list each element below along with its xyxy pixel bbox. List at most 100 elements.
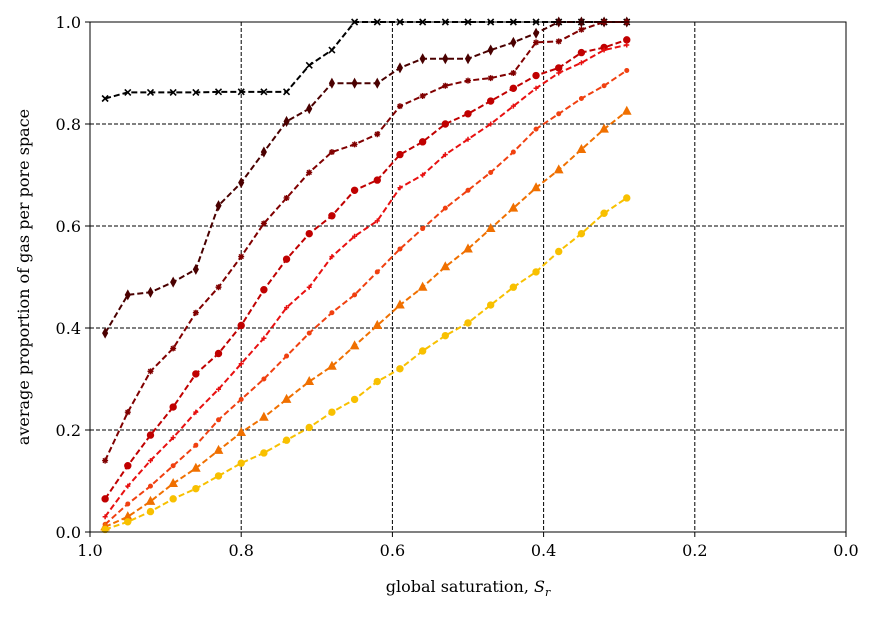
marker — [533, 126, 539, 132]
marker — [282, 436, 291, 444]
marker — [532, 268, 540, 276]
marker — [192, 370, 200, 378]
marker — [464, 110, 472, 118]
series-line — [104, 21, 627, 334]
y-axis-label: average proportion of gas per pore space — [14, 109, 33, 445]
marker — [555, 64, 563, 72]
marker — [237, 459, 245, 467]
marker — [488, 121, 494, 127]
marker — [284, 305, 290, 311]
series-line — [104, 110, 628, 528]
marker — [533, 39, 540, 46]
marker — [238, 177, 245, 189]
marker — [215, 284, 222, 291]
marker — [349, 340, 360, 350]
marker — [169, 403, 177, 411]
x-tick-label: 0.4 — [531, 541, 556, 560]
marker — [170, 435, 176, 441]
marker — [419, 92, 426, 99]
marker — [147, 368, 154, 375]
marker — [486, 97, 495, 105]
marker — [305, 61, 313, 69]
marker — [350, 395, 359, 404]
x-axis-label: global saturation, Sr — [386, 577, 551, 599]
marker — [463, 243, 473, 253]
series-line — [104, 21, 627, 462]
marker — [102, 514, 108, 520]
marker — [553, 164, 564, 174]
marker — [125, 501, 131, 507]
marker — [464, 319, 472, 327]
marker — [487, 75, 494, 82]
marker — [509, 84, 518, 93]
marker — [306, 103, 313, 115]
marker — [487, 44, 494, 56]
marker — [441, 331, 450, 340]
marker — [555, 247, 563, 256]
series-line — [104, 21, 627, 100]
x-label-subscript: r — [545, 586, 551, 599]
marker — [147, 286, 154, 298]
marker — [238, 361, 244, 367]
marker — [374, 269, 380, 275]
marker — [373, 377, 381, 386]
marker — [578, 60, 584, 66]
marker — [419, 53, 426, 65]
marker — [576, 143, 587, 153]
marker — [305, 423, 313, 432]
marker — [124, 88, 132, 96]
marker — [170, 463, 176, 469]
marker — [510, 36, 517, 48]
marker — [465, 77, 471, 84]
marker — [578, 96, 584, 101]
marker — [396, 62, 404, 74]
y-tick-label: 0.0 — [56, 523, 81, 542]
marker — [532, 71, 540, 80]
marker — [214, 472, 223, 480]
marker — [372, 319, 383, 329]
marker — [532, 27, 540, 39]
marker — [351, 77, 358, 89]
marker — [488, 169, 494, 175]
marker — [305, 229, 313, 238]
x-tick-label: 0.6 — [380, 541, 405, 560]
marker — [214, 349, 223, 358]
marker — [192, 484, 200, 493]
y-tick-label: 0.4 — [56, 319, 81, 338]
marker — [329, 310, 335, 316]
marker — [192, 263, 199, 275]
marker — [124, 518, 132, 526]
marker — [282, 88, 291, 96]
marker — [599, 123, 609, 133]
marker — [261, 376, 267, 382]
marker — [306, 330, 312, 336]
marker — [238, 253, 245, 260]
marker — [442, 205, 448, 211]
x-label-text: global saturation, — [386, 577, 534, 596]
marker — [125, 483, 131, 489]
marker — [306, 169, 313, 176]
marker — [260, 449, 268, 457]
marker — [441, 120, 450, 128]
marker — [396, 365, 404, 373]
marker — [216, 386, 222, 392]
marker — [213, 444, 224, 454]
marker — [193, 409, 199, 415]
x-tick-label: 0.0 — [833, 541, 858, 560]
y-tick-label: 0.2 — [56, 421, 81, 440]
marker — [465, 187, 471, 193]
marker — [146, 431, 155, 439]
marker — [147, 458, 153, 464]
marker — [328, 212, 336, 220]
marker — [192, 88, 200, 96]
marker — [216, 417, 222, 423]
marker — [374, 77, 381, 89]
x-tick-label: 0.8 — [228, 541, 253, 560]
marker — [102, 457, 109, 464]
marker — [374, 131, 381, 138]
marker — [373, 176, 381, 184]
plot-frame — [89, 21, 847, 533]
marker — [510, 103, 516, 109]
marker — [600, 209, 608, 217]
marker — [260, 146, 267, 158]
